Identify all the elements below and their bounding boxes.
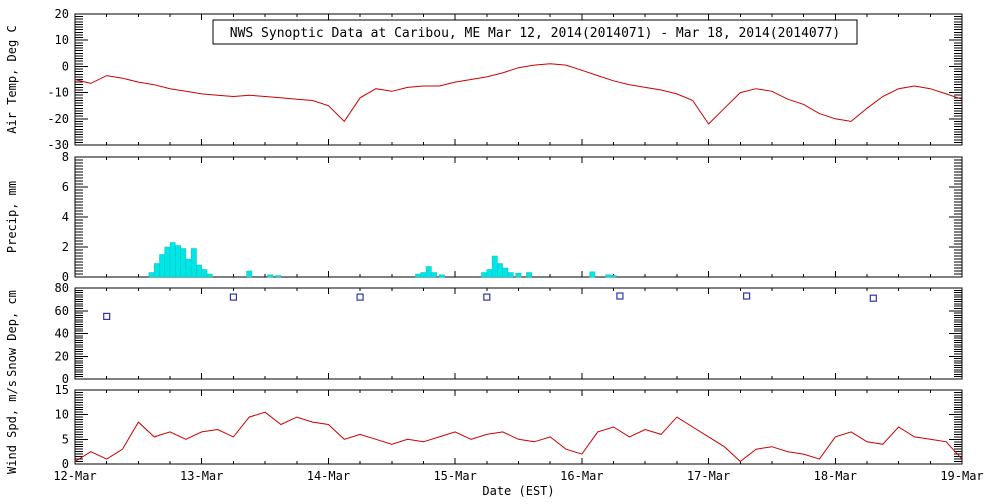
- panel-frame: [74, 287, 963, 380]
- snow-depth-marker: [103, 312, 111, 320]
- panel-frame: [74, 389, 963, 465]
- y-axis-label-snow_depth: Snow Dep, cm: [5, 290, 19, 377]
- snow-depth-marker: [869, 294, 877, 302]
- precip-bar: [169, 242, 176, 278]
- x-tick-label: 12-Mar: [53, 469, 96, 483]
- x-tick-label: 13-Mar: [180, 469, 223, 483]
- snow-depth-marker: [483, 293, 491, 301]
- y-tick-label: 2: [62, 240, 69, 254]
- precip-bar: [415, 273, 422, 278]
- precip-bar: [180, 248, 187, 278]
- precip-bar: [206, 273, 213, 278]
- panel-snow_depth: 80 60 40 20 0 Snow Dep, cm: [5, 281, 963, 386]
- precip-bar: [175, 245, 181, 278]
- precip-bar: [497, 263, 503, 278]
- precip-bar: [515, 273, 522, 278]
- panel-wind_speed: 15 10 5 0 Wind Spd, m/s: [5, 380, 963, 474]
- y-axis-label-air_temp: Air Temp, Deg C: [5, 25, 19, 133]
- precip-bar: [425, 266, 432, 278]
- precip-bar: [185, 258, 192, 278]
- snow-depth-marker: [229, 293, 237, 301]
- x-ticks: [74, 14, 963, 145]
- precip-bar: [196, 264, 202, 278]
- y-tick-label: 10: [55, 408, 69, 422]
- y-tick-label: -20: [47, 112, 69, 126]
- air_temp-line: [74, 63, 963, 125]
- y-tick-label: 0: [62, 372, 69, 386]
- precip-bar: [153, 263, 160, 278]
- y-tick-label: 5: [62, 432, 69, 446]
- precip-bar: [246, 270, 253, 278]
- precip-bar: [275, 275, 282, 278]
- precip-bar: [491, 255, 498, 278]
- y-tick-label: 10: [55, 33, 69, 47]
- precip-bar: [481, 272, 488, 278]
- precip-bar: [502, 267, 509, 278]
- y-axis-label-wind_speed: Wind Spd, m/s: [5, 380, 19, 474]
- precip-bar: [201, 269, 208, 278]
- y-tick-label: -10: [47, 86, 69, 100]
- y-tick-label: 4: [62, 210, 69, 224]
- x-tick-label: 14-Mar: [307, 469, 350, 483]
- x-tick-label: 17-Mar: [687, 469, 730, 483]
- precip-bar: [148, 272, 155, 278]
- x-tick-label: 15-Mar: [433, 469, 476, 483]
- wind_speed-line: [74, 411, 963, 463]
- y-tick-label: 60: [55, 304, 69, 318]
- precip-bar: [190, 248, 197, 278]
- precip-bar: [439, 274, 445, 278]
- snow-depth-marker: [742, 292, 751, 300]
- title-box: [212, 19, 858, 45]
- y-tick-label: 0: [62, 457, 69, 471]
- precip-bar: [420, 272, 427, 278]
- x-ticks: [74, 390, 963, 464]
- plot-title: NWS Synoptic Data at Caribou, ME Mar 12,…: [230, 26, 840, 41]
- y-ticks: [75, 156, 962, 278]
- precip-bar: [486, 269, 493, 278]
- x-ticks: [74, 288, 963, 379]
- y-tick-label: 0: [62, 270, 69, 284]
- precip-bar: [526, 272, 532, 278]
- y-tick-label: 0: [62, 59, 69, 73]
- snow-depth-marker: [616, 292, 624, 300]
- panel-frame: [74, 156, 963, 278]
- y-axis-label-precip: Precip, mm: [5, 181, 19, 253]
- panel-air_temp: 20 10 0 -10 -20 -30 Air Temp, Deg C: [5, 7, 963, 152]
- y-tick-label: 8: [62, 150, 69, 164]
- precip-bar: [267, 274, 274, 278]
- x-tick-label: 16-Mar: [560, 469, 603, 483]
- precip-bar: [507, 272, 514, 278]
- y-tick-label: 80: [55, 281, 69, 295]
- x-axis-label: Date (EST): [482, 484, 554, 498]
- precip-bars: [148, 242, 617, 278]
- panel-precip: 8 6 4 2 0 Precip, mm: [5, 150, 963, 284]
- snow_depth-markers: [103, 292, 877, 320]
- y-tick-label: -30: [47, 138, 69, 152]
- snow-depth-marker: [356, 293, 364, 301]
- precip-bar: [159, 254, 166, 278]
- x-tick-label: 18-Mar: [814, 469, 857, 483]
- precip-bar: [610, 275, 617, 278]
- x-ticks: [74, 157, 963, 277]
- y-tick-label: 15: [55, 383, 69, 397]
- precip-bar: [589, 271, 596, 278]
- precip-bar: [164, 246, 171, 278]
- y-ticks: [75, 389, 962, 465]
- y-ticks: [75, 287, 962, 380]
- x-tick-label: 19-Mar: [940, 469, 983, 483]
- y-tick-label: 40: [55, 327, 69, 341]
- y-tick-label: 20: [55, 349, 69, 363]
- precip-bar: [605, 274, 612, 278]
- precip-bar: [431, 272, 437, 278]
- y-tick-label: 6: [62, 180, 69, 194]
- y-tick-label: 20: [55, 7, 69, 21]
